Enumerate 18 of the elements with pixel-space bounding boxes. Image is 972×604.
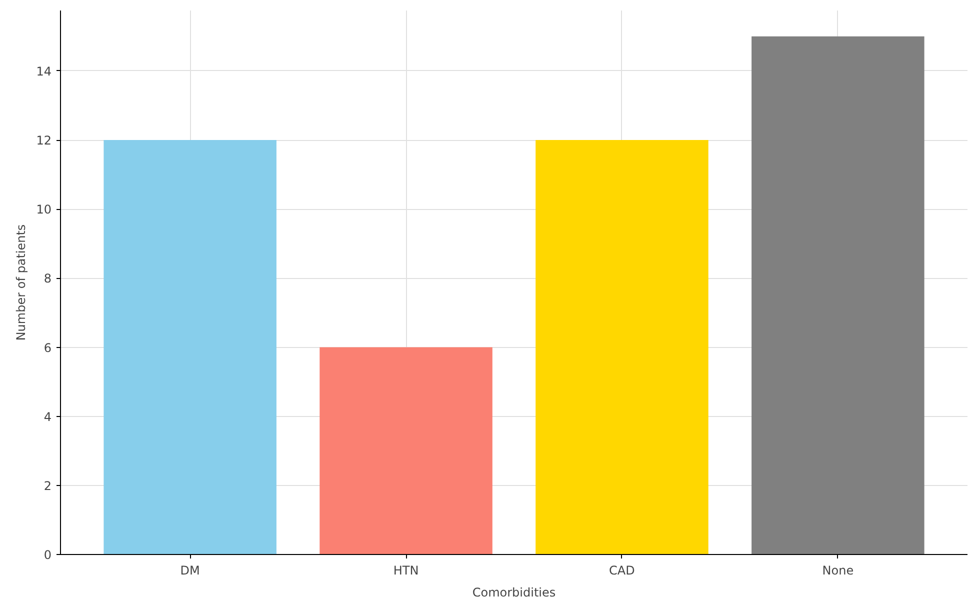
y-tick-label: 6 xyxy=(44,340,52,355)
y-tick-label: 2 xyxy=(44,478,52,493)
bar xyxy=(536,140,708,554)
bar xyxy=(320,347,492,554)
x-tick-label: HTN xyxy=(393,564,419,578)
x-tick-label: DM xyxy=(180,564,200,578)
bar xyxy=(752,36,924,554)
bar xyxy=(104,140,276,554)
y-tick-label: 10 xyxy=(36,202,52,217)
y-tick-label: 14 xyxy=(36,64,52,78)
y-tick-label: 8 xyxy=(44,272,52,286)
x-axis-title: Comorbidities xyxy=(472,586,556,600)
y-axis-title: Number of patients xyxy=(14,224,28,341)
x-tick-label: None xyxy=(822,564,854,578)
y-tick-label: 0 xyxy=(44,548,52,562)
y-tick-label: 4 xyxy=(44,410,52,424)
x-tick-label: CAD xyxy=(609,564,635,578)
y-tick-label: 12 xyxy=(36,134,52,148)
